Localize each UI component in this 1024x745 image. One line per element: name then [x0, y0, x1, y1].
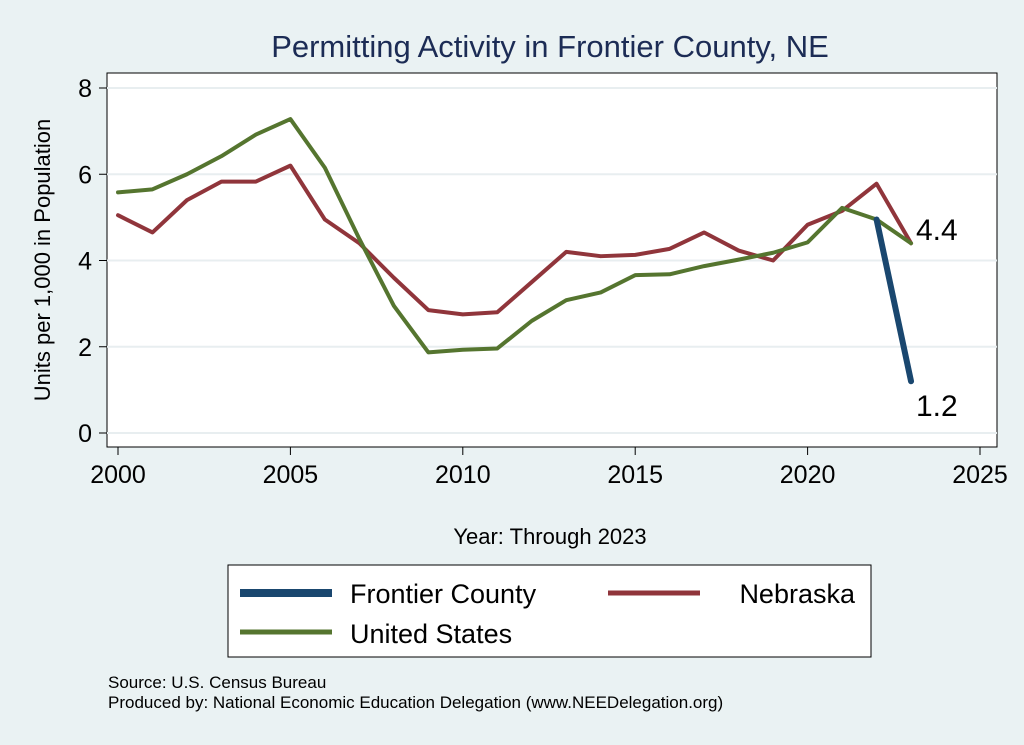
x-tick-label: 2015 [607, 461, 663, 489]
y-tick-label: 8 [78, 75, 92, 103]
y-tick-label: 0 [78, 420, 92, 448]
legend: Frontier County Nebraska United States [227, 564, 872, 658]
gridlines [107, 87, 997, 434]
legend-label-united-states: United States [350, 619, 512, 649]
frontier-end-label: 1.2 [916, 390, 958, 423]
x-tick-label: 2025 [952, 461, 1008, 489]
axes: 0 2 4 6 8 2000 2005 2010 2015 2020 2025 [78, 75, 1008, 489]
end-labels: 1.2 4.4 [916, 214, 958, 423]
chart-title: Permitting Activity in Frontier County, … [271, 29, 829, 64]
y-tick-label: 6 [78, 161, 92, 189]
source-note: Source: U.S. Census Bureau [108, 673, 326, 692]
nebraska-line [116, 163, 914, 317]
x-tick-label: 2020 [780, 461, 836, 489]
x-tick-label: 2000 [90, 461, 146, 489]
series-lines [116, 117, 915, 385]
legend-label-nebraska: Nebraska [739, 579, 856, 609]
x-axis-label: Year: Through 2023 [453, 524, 646, 549]
legend-box [227, 564, 872, 658]
x-tick-label: 2010 [435, 461, 491, 489]
nebraska-end-label: 4.4 [916, 214, 958, 247]
legend-label-frontier-county: Frontier County [350, 579, 537, 609]
y-tick-label: 2 [78, 334, 92, 362]
frontier-county-line [873, 216, 915, 385]
x-tick-label: 2005 [263, 461, 319, 489]
y-axis-label: Units per 1,000 in Population [30, 119, 55, 402]
y-tick-label: 4 [78, 248, 92, 276]
united-states-line [116, 117, 914, 355]
produced-by-note: Produced by: National Economic Education… [108, 693, 723, 712]
